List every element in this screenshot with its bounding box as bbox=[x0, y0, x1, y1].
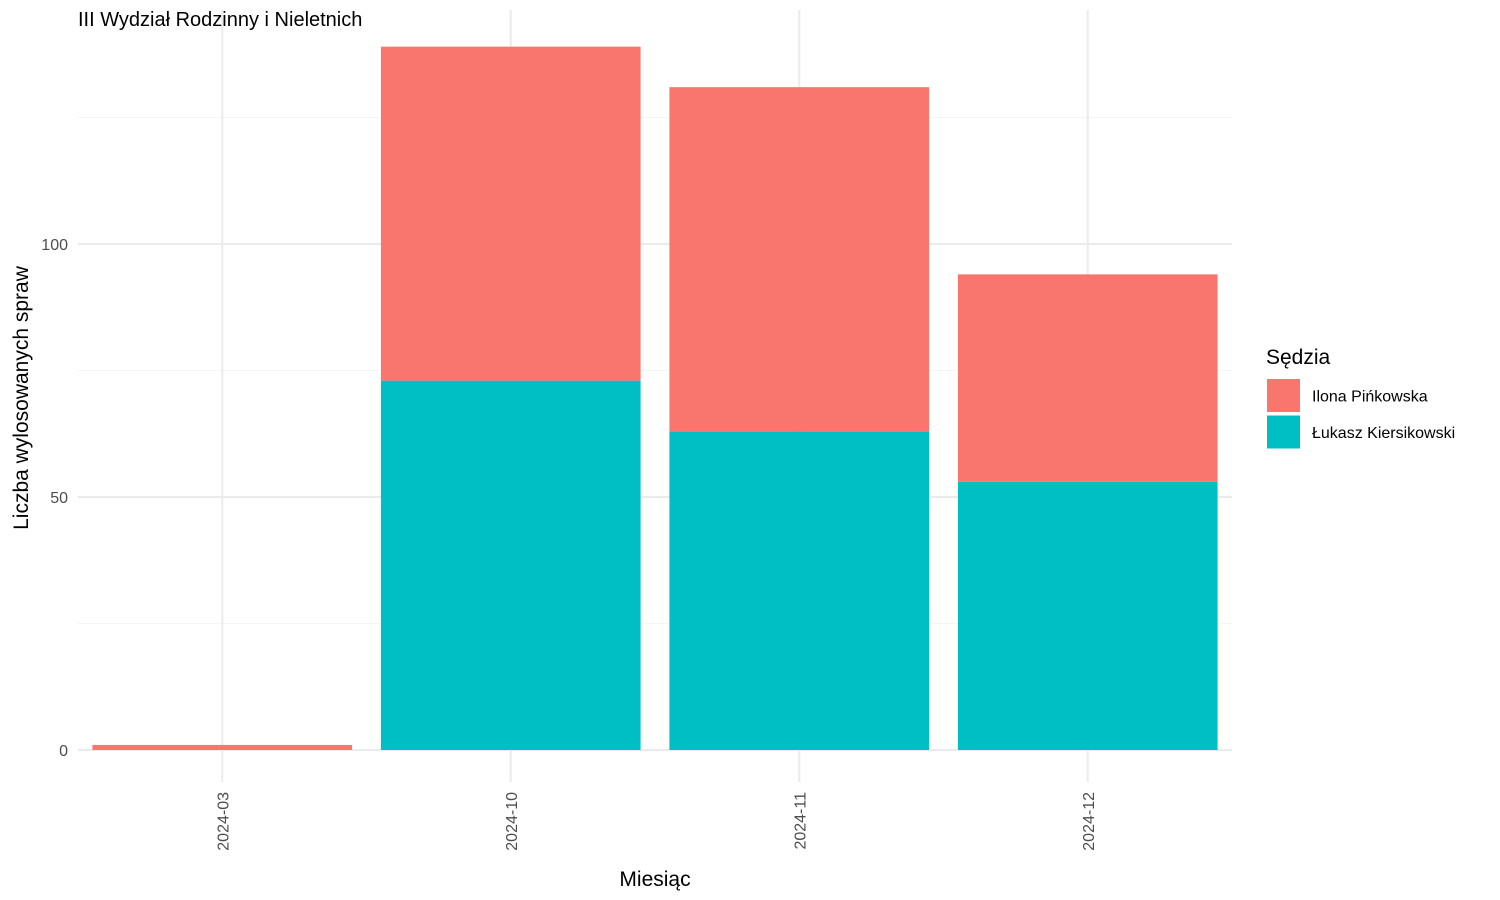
y-tick-label: 0 bbox=[59, 743, 68, 760]
legend-key bbox=[1267, 415, 1300, 449]
x-axis-title: Miesiąc bbox=[619, 868, 690, 891]
y-axis-title: Liczba wylosowanych spraw bbox=[10, 265, 33, 530]
legend-label: Łukasz Kiersikowski bbox=[1312, 425, 1455, 442]
x-tick-label: 2024-10 bbox=[504, 792, 521, 851]
bar-segment bbox=[957, 481, 1218, 750]
bar-segment bbox=[92, 744, 353, 750]
bars bbox=[92, 46, 1218, 750]
legend-key bbox=[1267, 379, 1300, 412]
legend-label: Ilona Pińkowska bbox=[1312, 389, 1428, 406]
y-tick-label: 100 bbox=[41, 237, 68, 254]
bar-segment bbox=[957, 274, 1218, 482]
chart-title: III Wydział Rodzinny i Nieletnich bbox=[78, 9, 362, 31]
y-tick-label: 50 bbox=[50, 490, 68, 507]
bar-segment bbox=[380, 46, 641, 381]
bar-segment bbox=[669, 87, 930, 432]
x-tick-label: 2024-03 bbox=[215, 792, 232, 851]
x-tick-label: 2024-11 bbox=[792, 792, 809, 850]
bar-segment bbox=[380, 380, 641, 750]
bar-segment bbox=[669, 431, 930, 750]
legend-title: Sędzia bbox=[1266, 346, 1331, 369]
legend: Sędzia Ilona Pińkowska Łukasz Kiersikowsk… bbox=[1266, 346, 1455, 449]
x-tick-label: 2024-12 bbox=[1081, 792, 1098, 851]
tick-labels: 0 50 100 2024-03 2024-10 2024-11 2024-12 bbox=[41, 237, 1097, 851]
